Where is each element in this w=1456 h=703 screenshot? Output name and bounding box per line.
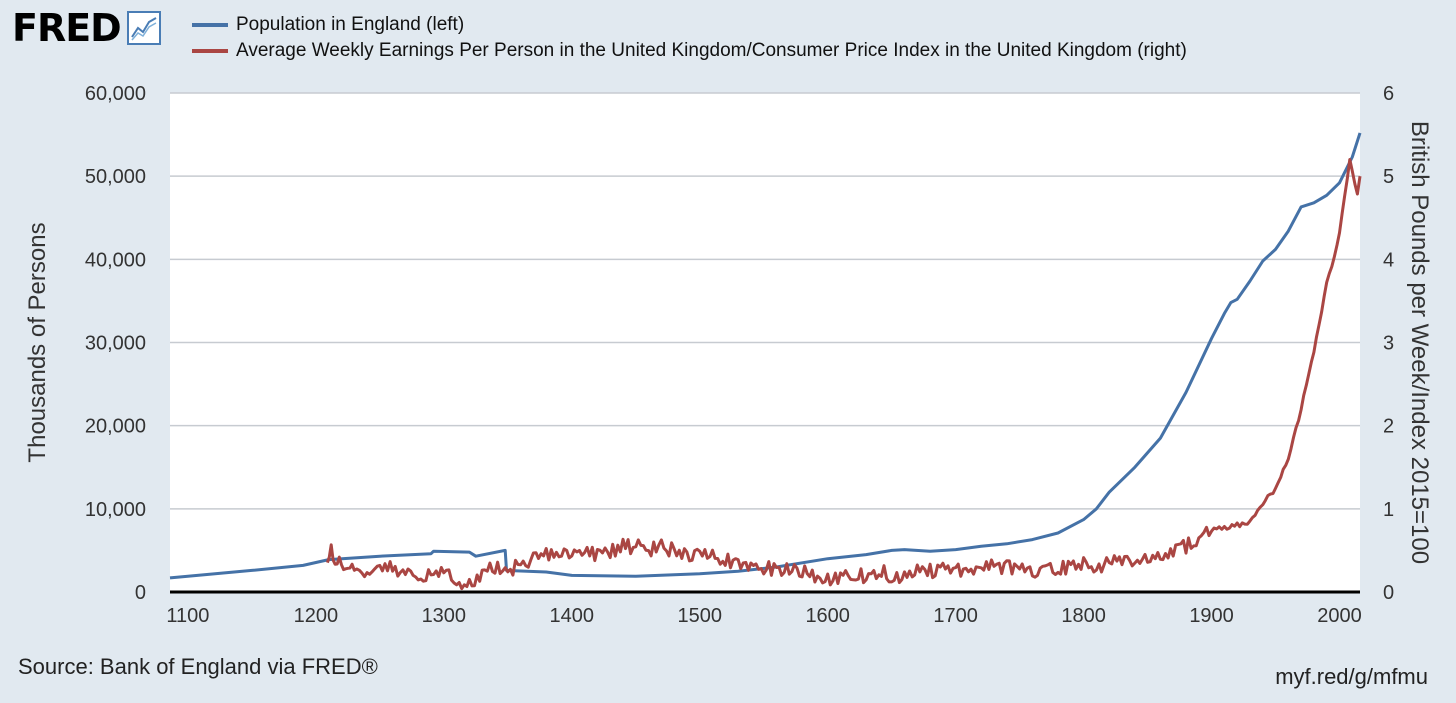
x-tick-label: 1100 [166, 605, 209, 627]
legend-item-population[interactable]: Population in England (left) [192, 12, 1187, 38]
y-axis-right-ticks: 0 1 2 3 4 5 6 [1383, 83, 1394, 604]
x-tick-label: 1900 [1189, 605, 1234, 627]
y-right-tick-label: 6 [1383, 83, 1394, 105]
y-left-tick-label: 60,000 [85, 83, 146, 105]
y-left-tick-label: 0 [135, 582, 146, 604]
legend-label-population: Population in England (left) [236, 14, 465, 35]
series-lines [169, 132, 1362, 591]
series-line-population[interactable] [169, 132, 1362, 580]
x-tick-label: 1400 [550, 605, 595, 627]
y-left-tick-label: 20,000 [85, 416, 146, 438]
y-left-tick-label: 40,000 [85, 249, 146, 271]
x-tick-label: 1600 [805, 605, 850, 627]
fred-logo-text: FRED [12, 6, 122, 50]
y-right-tick-label: 5 [1383, 166, 1394, 188]
y-right-tick-label: 3 [1383, 333, 1394, 355]
short-url-link[interactable]: myf.red/g/mfmu [1275, 664, 1428, 689]
x-axis-ticks: 1100 1200 1300 1400 1500 1600 1700 1800 1900 2000 [166, 605, 1361, 627]
y-left-tick-label: 50,000 [85, 166, 146, 188]
x-tick-label: 1800 [1061, 605, 1106, 627]
legend-item-earnings[interactable]: Average Weekly Earnings Per Person in th… [192, 38, 1187, 64]
x-tick-label: 1200 [294, 605, 339, 627]
series-line-earnings[interactable] [325, 158, 1362, 591]
y-right-tick-label: 1 [1383, 499, 1394, 521]
y-left-tick-label: 10,000 [85, 499, 146, 521]
y-right-tick-label: 4 [1383, 249, 1394, 271]
x-tick-label: 1700 [933, 605, 978, 627]
grid-lines [170, 92, 1360, 510]
fred-logo[interactable]: FRED [12, 6, 161, 50]
chart-legend: Population in England (left) Average Wee… [192, 12, 1187, 64]
x-tick-label: 2000 [1317, 605, 1362, 627]
y-right-tick-label: 0 [1383, 582, 1394, 604]
legend-swatch-population [192, 23, 228, 27]
y-axis-left-ticks: 0 10,000 20,000 30,000 40,000 50,000 60,000 [85, 83, 146, 604]
legend-swatch-earnings [192, 49, 228, 53]
x-tick-label: 1500 [677, 605, 722, 627]
line-chart-icon [126, 11, 161, 45]
source-note: Source: Bank of England via FRED® [18, 654, 378, 679]
y-axis-left-title: Thousands of Persons [24, 222, 51, 462]
y-right-tick-label: 2 [1383, 416, 1394, 438]
y-left-tick-label: 30,000 [85, 333, 146, 355]
y-axis-right-title: British Pounds per Week/Index 2015=100 [1406, 121, 1433, 564]
x-tick-label: 1300 [422, 605, 467, 627]
legend-label-earnings: Average Weekly Earnings Per Person in th… [236, 40, 1187, 61]
